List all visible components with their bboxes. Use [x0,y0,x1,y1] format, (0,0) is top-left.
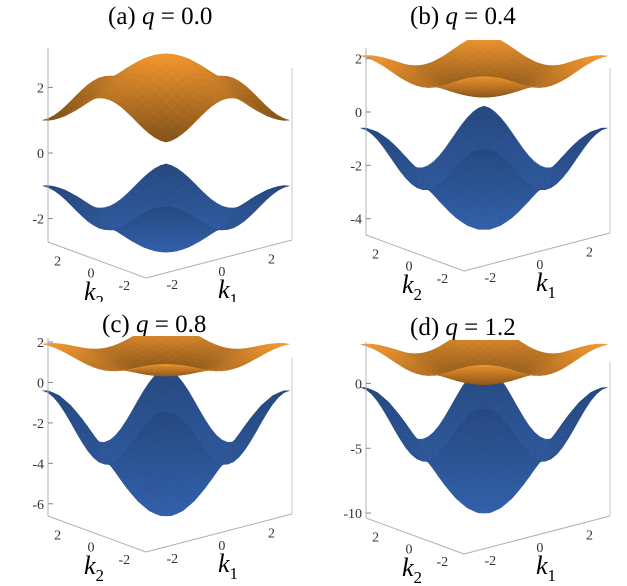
k1-tick-label: -2 [166,278,178,293]
k2-axis-label: k2 [402,270,422,302]
k2-tick-label: -2 [118,279,130,294]
k2-axis-line [48,516,146,552]
k1-axis-label: k1 [218,275,238,302]
k1-tick-label: -2 [166,552,178,567]
z-tick-label: -2 [350,159,362,174]
k2-axis-label: k2 [84,277,104,302]
k2-axis-label: k2 [84,551,104,585]
k2-tick-label: 2 [372,247,379,262]
k1-tick-label: 2 [268,526,275,541]
k1-axis-label: k1 [218,549,238,583]
z-tick-label: 2 [37,81,44,96]
lower-band-patch [160,207,171,208]
k1-tick-label: 2 [268,252,275,267]
k1-tick-label: 2 [586,528,593,543]
z-tick-label: 2 [355,53,362,68]
k2-axis-line [48,242,146,278]
lower-band-patch [478,409,489,410]
panel-d-title: (d) q = 1.2 [410,314,516,342]
k2-axis-label: k2 [402,553,422,586]
z-tick-label: 0 [37,147,44,162]
z-tick-label: 0 [355,106,362,121]
surface-group [361,40,608,229]
k1-axis-label: k1 [536,268,556,302]
z-tick-label: -2 [32,213,44,228]
z-tick-label: -5 [350,442,362,457]
k2-tick-label: -2 [436,272,448,287]
k1-tick-label: -2 [484,271,496,286]
z-tick-label: 2 [37,336,44,351]
z-tick-label: -6 [32,498,44,513]
k2-tick-label: 2 [54,528,61,543]
z-tick-label: -10 [343,507,362,522]
z-tick-label: 0 [37,376,44,391]
z-tick-label: -4 [32,457,44,472]
surface-group [43,54,290,252]
k2-tick-label: 2 [54,254,61,269]
k1-tick-label: -2 [484,554,496,569]
k2-tick-label: -2 [436,555,448,570]
surface-group [43,336,290,516]
z-tick-label: 0 [355,377,362,392]
lower-band-patch [160,413,171,414]
k2-tick-label: 2 [372,530,379,545]
z-tick-label: -2 [32,417,44,432]
panel-a-title: (a) q = 0.0 [108,3,212,31]
k2-tick-label: -2 [118,553,130,568]
panel-c-title: (c) q = 0.8 [102,311,206,339]
surface-group [361,340,608,513]
k1-axis-label: k1 [536,551,556,585]
k2-axis-line [366,235,464,271]
k2-axis-line [366,518,464,554]
panel-b-title: (b) q = 0.4 [410,3,516,31]
k1-tick-label: 2 [586,245,593,260]
lower-band-patch [596,128,607,130]
z-tick-label: -4 [350,213,362,228]
